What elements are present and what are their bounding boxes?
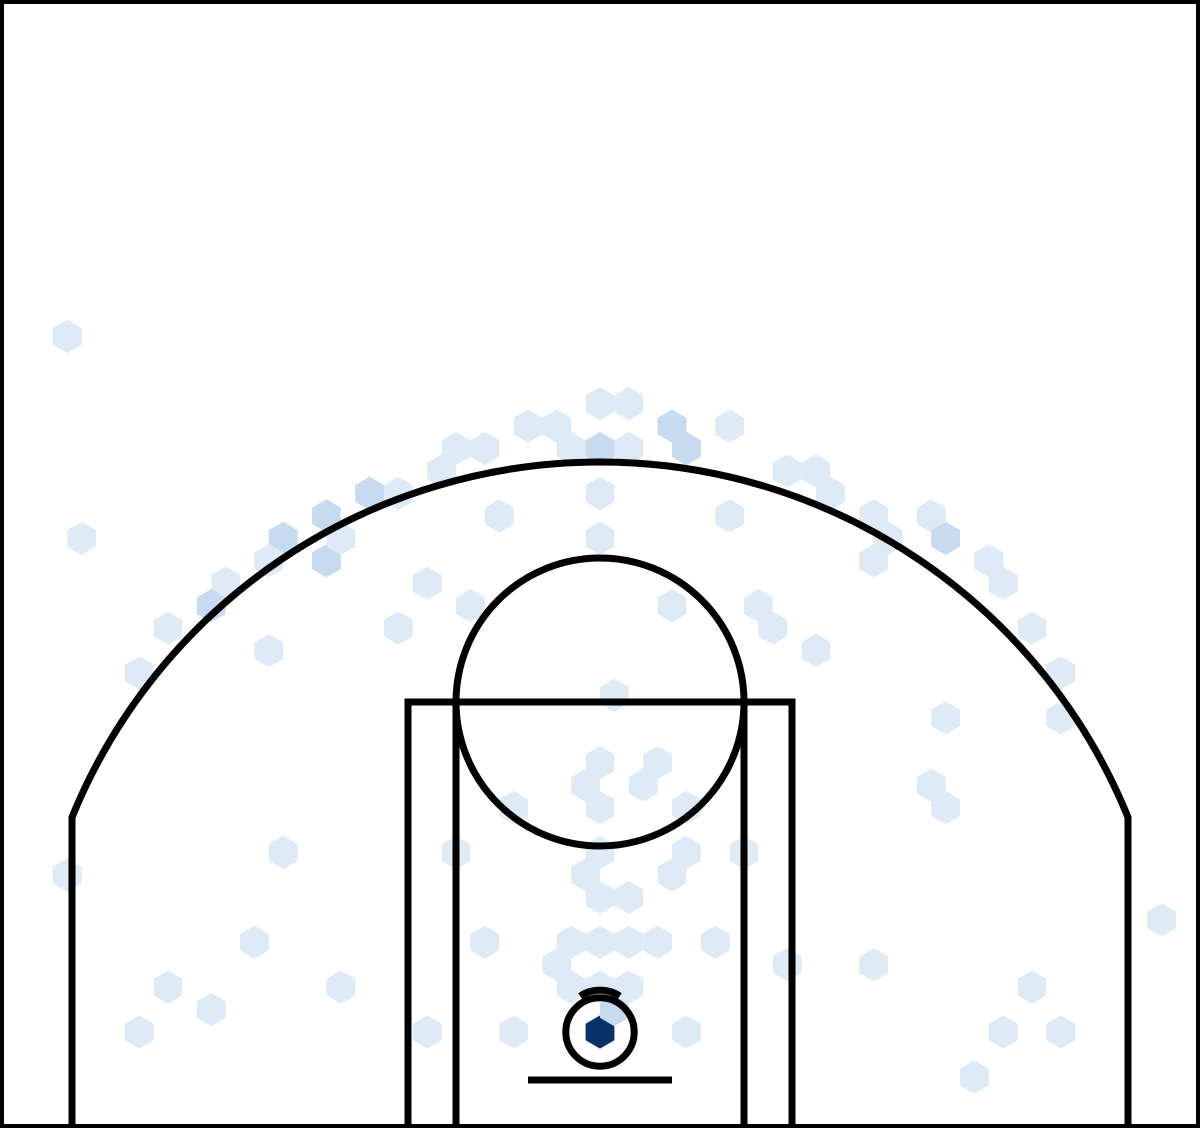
hexbin — [614, 431, 644, 466]
hexbin — [585, 880, 615, 914]
hexbin — [470, 431, 500, 466]
hexbin — [628, 768, 658, 802]
court-lines — [68, 458, 1132, 1128]
hexbin — [1017, 611, 1047, 645]
hexbin — [585, 431, 615, 466]
hexbin — [585, 925, 615, 959]
hexbin-layer — [52, 319, 1176, 1094]
hexbin — [585, 1015, 615, 1049]
hexbin — [772, 454, 802, 488]
hexbin — [614, 880, 644, 914]
hexbin — [542, 409, 572, 443]
hexbin — [715, 409, 744, 443]
hexbin — [412, 566, 442, 600]
hexbin — [542, 948, 572, 982]
hexbin — [556, 925, 586, 959]
hexbin — [268, 521, 298, 555]
hexbin — [240, 925, 269, 959]
hexbin — [715, 499, 744, 533]
hexbin — [67, 521, 96, 555]
hexbin — [585, 521, 615, 555]
hexbin — [672, 1015, 701, 1049]
hexbin — [988, 566, 1018, 600]
hexbin — [52, 319, 82, 353]
hexbin — [643, 746, 672, 780]
hexbin — [672, 835, 701, 870]
hexbin — [585, 746, 615, 780]
hexbin — [614, 387, 644, 421]
hexbin — [326, 970, 356, 1004]
hexbin — [556, 431, 586, 466]
hexbin — [556, 970, 586, 1004]
hexbin — [571, 858, 600, 892]
hexbin — [441, 431, 471, 466]
hexbin — [744, 589, 773, 623]
hexbin — [931, 521, 960, 555]
three-point-line — [68, 458, 1132, 1128]
hexbin — [657, 409, 687, 443]
hexbin — [412, 1015, 442, 1049]
hexbin — [614, 970, 644, 1004]
lane-outer — [404, 698, 796, 1128]
free-throw-circle — [452, 554, 748, 850]
hexbin — [196, 992, 226, 1027]
hexbin — [571, 768, 600, 802]
hexbin — [801, 633, 831, 668]
hexbin — [499, 1015, 528, 1049]
hexbin — [484, 499, 514, 533]
hexbin — [614, 925, 644, 959]
hexbin — [384, 611, 413, 645]
hexbin — [585, 387, 615, 421]
hexbin — [916, 768, 946, 802]
hexbin — [657, 858, 687, 892]
hexbin — [974, 544, 1004, 578]
hexbin — [254, 633, 284, 668]
hexbin — [124, 1015, 154, 1049]
hexbin — [268, 835, 298, 870]
hexbin — [355, 476, 384, 511]
hoop — [562, 994, 638, 1070]
restricted-area — [578, 986, 622, 1000]
hexbin — [916, 499, 946, 533]
hexbin — [585, 476, 615, 511]
hexbin — [1046, 1015, 1076, 1049]
hexbin — [672, 431, 701, 466]
hexbin — [1147, 903, 1176, 937]
hexbin — [931, 790, 960, 825]
hexbin — [585, 790, 615, 825]
hexbin — [470, 925, 500, 959]
hexbin — [960, 1060, 989, 1094]
hexbin — [657, 589, 687, 623]
hexbin — [816, 476, 845, 511]
hexbin — [758, 611, 788, 645]
hexbin — [196, 589, 226, 623]
hexbin — [988, 1015, 1018, 1049]
hexbin — [153, 611, 183, 645]
hexbin — [859, 544, 888, 578]
hexbin — [801, 454, 831, 488]
hexbin — [931, 701, 960, 735]
hexbin — [153, 970, 183, 1004]
hexbin — [700, 925, 730, 959]
hexbin — [859, 948, 888, 982]
hexbin — [643, 925, 672, 959]
hexbin — [1017, 970, 1047, 1004]
hexbin — [312, 544, 341, 578]
hexbin — [456, 589, 485, 623]
hexbin — [513, 409, 543, 443]
